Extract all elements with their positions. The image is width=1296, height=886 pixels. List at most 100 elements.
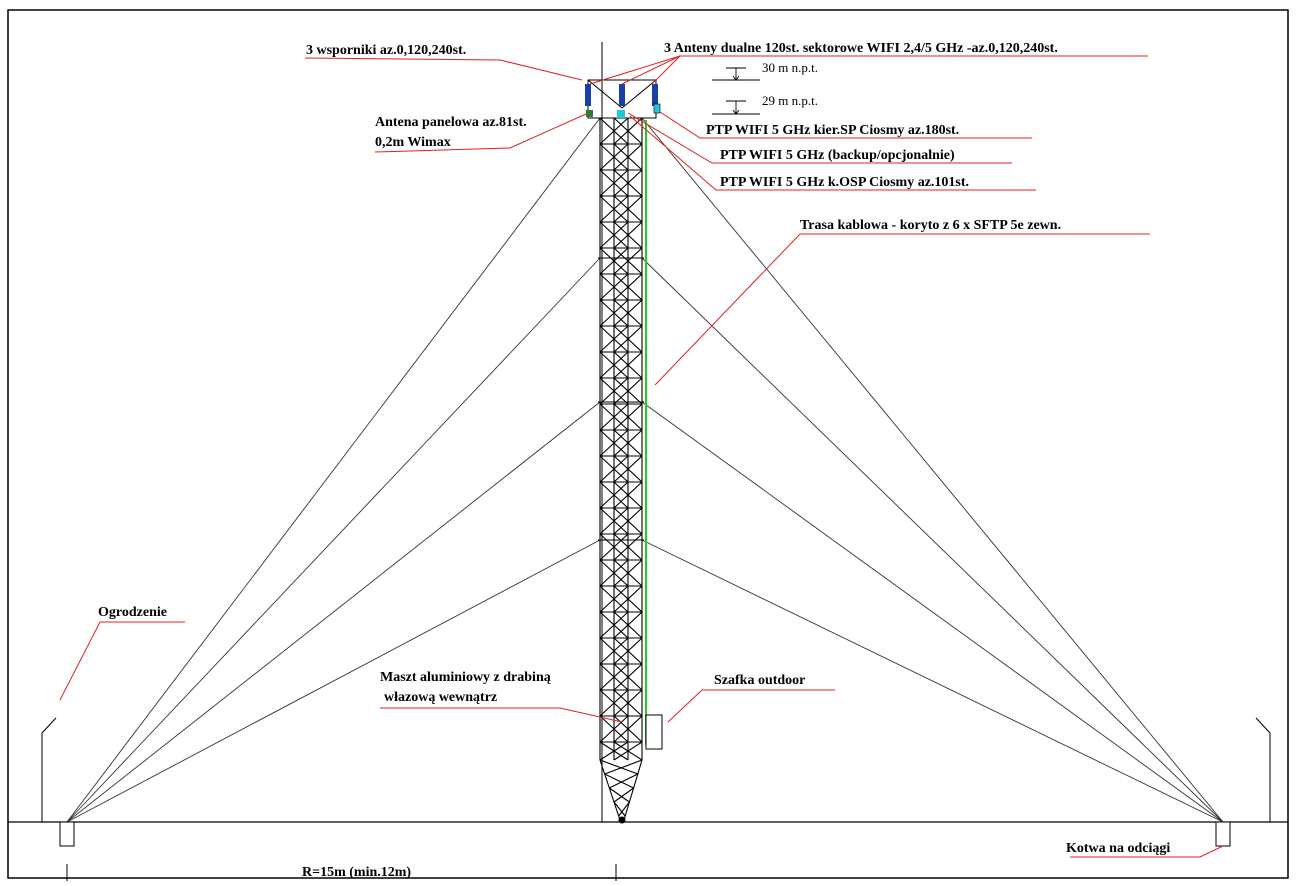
mast-brace [613,247,643,275]
mast-brace [613,663,643,691]
mast-brace [599,403,629,431]
label-brackets: 3 wsporniki az.0,120,240st. [306,43,466,58]
panel-antenna [586,110,593,117]
mast-base-brace [599,759,638,775]
mast-brace [599,117,629,145]
leader-lines [59,55,1224,858]
label-height-29: 29 m n.p.t. [762,93,818,108]
leader-fence [59,621,185,701]
guy-wire-left-0 [66,117,601,823]
mast-base-brace [604,759,643,775]
leader-anchor [1070,845,1224,858]
mast-brace [599,559,629,587]
sector-antenna-240 [652,84,658,106]
guy-wires [66,117,1224,823]
leader-cable [654,233,1150,386]
mast-brace [613,611,643,639]
label-height-30: 30 m n.p.t. [762,60,818,75]
mast-base-brace [609,787,630,803]
mast-brace [599,585,629,613]
sector-antenna-120 [619,84,625,106]
mast-brace [613,507,643,535]
guy-wire-right-1 [641,257,1224,823]
guy-wire-right-2 [641,401,1224,823]
mast-brace [599,429,629,457]
mast-brace [613,715,643,743]
label-ptp-backup: PTP WIFI 5 GHz (backup/opcjonalnie) [720,148,955,163]
mast-base-brace [604,773,634,789]
mast-brace [599,455,629,483]
mast-brace [613,299,643,327]
label-cable-route: Trasa kablowa - koryto z 6 x SFTP 5e zew… [800,218,1061,233]
leader-mast [380,707,623,723]
leader-ptp-backup [627,112,1012,164]
mast-brace [613,585,643,613]
mast-brace [599,273,629,301]
mast-brace [599,247,629,275]
mast-brace [613,195,643,223]
guy-wire-left-1 [66,257,601,823]
outdoor-cabinet [645,714,663,750]
ptp-unit [617,110,625,118]
height-marker-30 [712,67,760,81]
guy-wire-left-2 [66,401,601,823]
label-mast-1: Maszt aluminiowy z drabiną [380,670,551,685]
leader-panel [374,113,587,153]
mast-brace [613,533,643,561]
mast-brace [613,273,643,301]
ptp-unit-side [653,103,661,114]
guy-wire-left-3 [66,539,601,823]
label-ptp-osp: PTP WIFI 5 GHz k.OSP Ciosmy az.101st. [720,175,969,190]
mast-brace [613,455,643,483]
leader-cabinet [667,689,835,723]
mast-brace [599,741,629,761]
mast-brace [599,169,629,197]
mast-brace [613,481,643,509]
label-fence: Ogrodzenie [98,605,167,620]
mast-base-brace [613,801,626,817]
label-panel-antenna-2: 0,2m Wimax [375,135,451,150]
mast-brace [599,221,629,249]
mast-brace [613,143,643,171]
mast-brace [613,741,643,761]
mast-base-left [599,759,621,821]
mast-brace [613,689,643,717]
label-ptp-sp: PTP WIFI 5 GHz kier.SP Ciosmy az.180st. [706,123,959,138]
mast-brace [599,351,629,379]
anchor-block-left [59,821,75,847]
leader-ptp-osp [629,115,1036,191]
mast-brace [599,637,629,665]
height-marker-29 [712,100,760,115]
label-dual-antennas: 3 Anteny dualne 120st. sektorowe WIFI 2,… [664,41,1058,56]
mast-brace [599,533,629,561]
mast-brace [613,429,643,457]
mast-brace [613,325,643,353]
guy-wire-right-0 [641,117,1224,823]
mast-base-brace [618,801,630,817]
label-cabinet: Szafka outdoor [714,673,805,688]
drawing-frame [7,9,1289,879]
mast-brace [599,715,629,743]
leader-ptp-sp [659,111,1032,139]
fence-left [41,717,57,822]
mast-brace [599,507,629,535]
mast-brace [599,195,629,223]
mast-brace [613,637,643,665]
mast-foot [618,816,626,824]
mast-brace [599,689,629,717]
label-mast-2: włazową wewnątrz [384,690,497,705]
mast-brace [599,377,629,405]
mast-brace [613,221,643,249]
mast-brace [599,143,629,171]
label-anchor: Kotwa na odciągi [1066,841,1170,856]
leader-dual-antennas [621,55,1148,85]
anchor-block-right [1215,821,1231,847]
fence-right [1255,717,1271,822]
leader-brackets [304,57,583,81]
mast-brace [613,403,643,431]
label-radius: R=15m (min.12m) [302,865,411,880]
mast-brace [613,377,643,405]
mast-brace [613,559,643,587]
mast-brace [599,611,629,639]
